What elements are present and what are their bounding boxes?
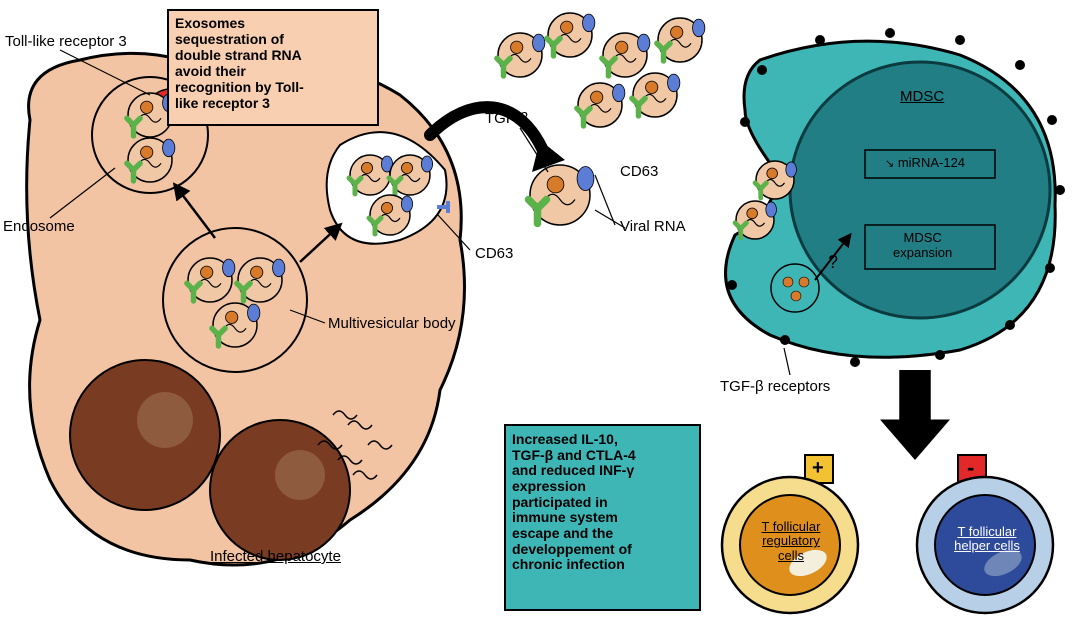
leader-line xyxy=(595,175,615,225)
label-mdsc: MDSC xyxy=(900,88,944,105)
label-hepatocyte: Infected hepatocyte xyxy=(210,548,341,565)
cd63-icon xyxy=(223,259,235,277)
leader-line xyxy=(784,348,790,375)
label-mirna: ↘ miRNA-124 xyxy=(885,155,965,170)
tgf-receptor-dot xyxy=(1045,263,1055,273)
label-tfr: T follicularregulatorycells xyxy=(752,520,830,563)
tgf-receptor-dot xyxy=(1047,115,1057,125)
box-immune-escape: Increased IL-10,TGF-β and CTLA-4and redu… xyxy=(512,432,694,573)
cd63-icon xyxy=(248,304,260,322)
cd63-icon xyxy=(693,19,705,37)
minus-sign: - xyxy=(967,455,974,481)
cd63-icon xyxy=(577,167,594,191)
vesicle-dot xyxy=(791,291,801,301)
exosome xyxy=(497,33,545,77)
cd63-icon xyxy=(533,34,545,52)
mirna-text: miRNA-124 xyxy=(898,155,965,170)
cd63-icon xyxy=(583,14,595,32)
vesicle-dot xyxy=(799,277,809,287)
cd63-icon xyxy=(786,162,797,177)
cd63-icon xyxy=(273,259,285,277)
label-viral-rna: Viral RNA xyxy=(620,218,686,235)
exosome xyxy=(632,73,680,117)
tgf-receptor-dot xyxy=(740,117,750,127)
tgf-receptor-dot xyxy=(727,280,737,290)
label-tgf-receptors: TGF-β receptors xyxy=(720,378,830,395)
tgf-receptor-dot xyxy=(1055,185,1065,195)
exosome xyxy=(547,13,595,57)
vesicle-dot xyxy=(783,277,793,287)
tgf-receptor-dot xyxy=(1015,60,1025,70)
cd63-icon xyxy=(421,156,432,172)
exosome xyxy=(577,83,625,127)
cd63-icon xyxy=(401,196,412,212)
tgf-receptor-dot xyxy=(935,350,945,360)
tgf-receptor-dot xyxy=(885,28,895,38)
tgf-receptor-dot xyxy=(780,335,790,345)
exosome xyxy=(657,18,705,62)
nucleolus xyxy=(137,392,193,448)
tgf-receptor-dot xyxy=(955,35,965,45)
tgf-receptor-dot xyxy=(815,35,825,45)
cd63-icon xyxy=(613,84,625,102)
exosome xyxy=(529,165,594,225)
label-mvb: Multivesicular body xyxy=(328,315,456,332)
label-tgf-beta: TGF-β xyxy=(485,110,529,127)
tgf-receptor-dot xyxy=(757,65,767,75)
plus-sign: + xyxy=(812,457,824,480)
label-mdsc-expansion: MDSCexpansion xyxy=(893,230,952,260)
cd63-icon xyxy=(668,74,680,92)
tgf-receptor-dot xyxy=(1005,320,1015,330)
box-exosome-sequestration: Exosomessequestration ofdouble strand RN… xyxy=(175,15,371,112)
cd63-icon xyxy=(638,34,650,52)
cd63-receptor-icon xyxy=(446,201,450,213)
cd63-icon xyxy=(163,139,175,157)
label-question: ? xyxy=(828,252,838,273)
label-cd63-free: CD63 xyxy=(620,163,658,180)
label-tlr3: Toll-like receptor 3 xyxy=(5,33,127,50)
label-cd63-pocket: CD63 xyxy=(475,245,513,262)
exosome xyxy=(602,33,650,77)
cd63-receptor-icon xyxy=(437,205,447,209)
label-endosome: Endosome xyxy=(3,218,75,235)
nucleolus xyxy=(275,450,325,500)
label-tfh: T follicularhelper cells xyxy=(948,525,1026,554)
cd63-icon xyxy=(766,202,777,217)
big-arrow-down xyxy=(880,370,950,460)
tgf-receptor-dot xyxy=(850,357,860,367)
